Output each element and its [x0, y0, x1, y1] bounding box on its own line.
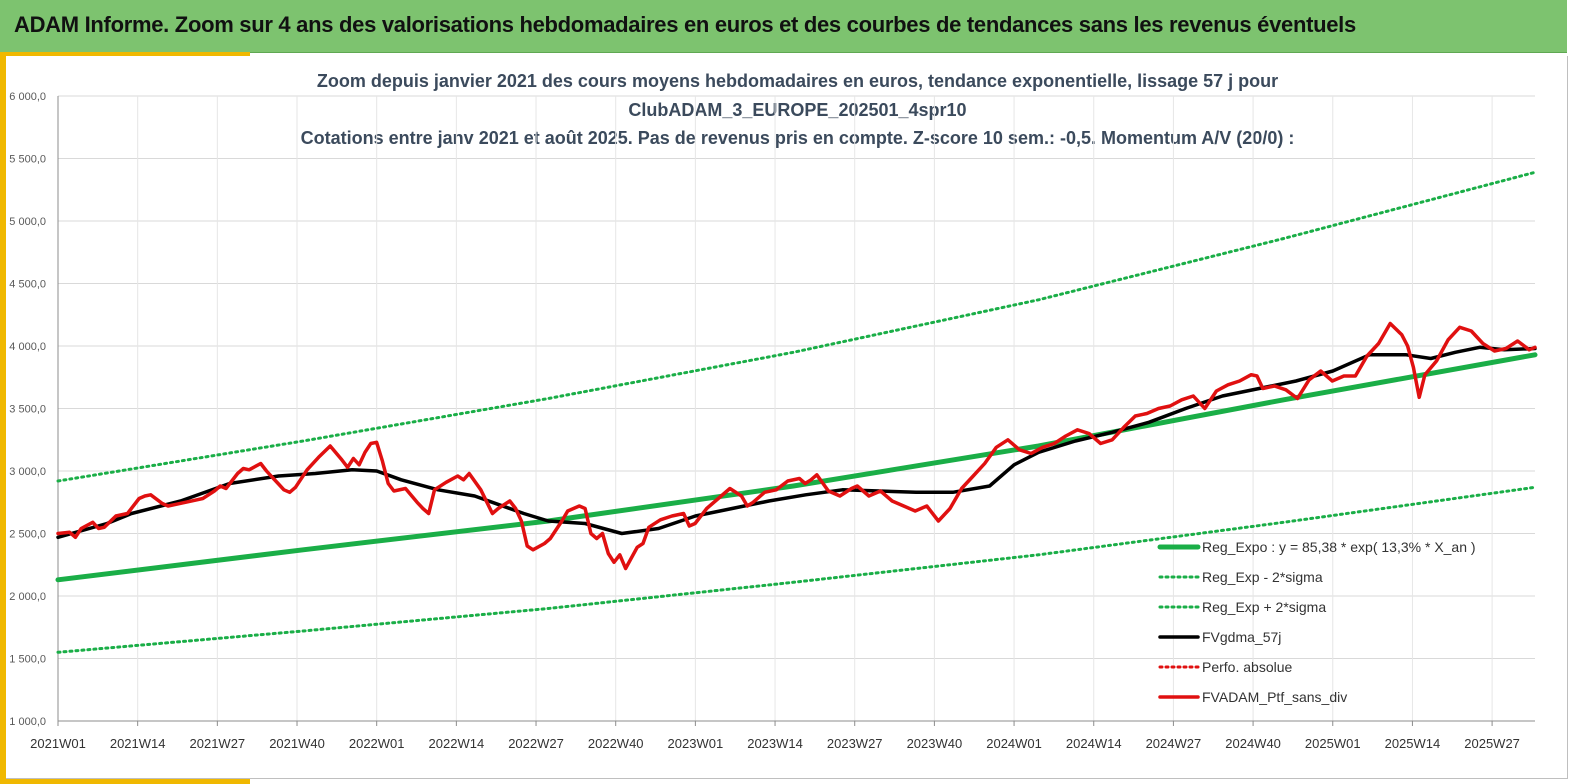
y-tick-label: 3 000,0 — [9, 466, 46, 478]
x-tick-label: 2024W40 — [1225, 736, 1281, 751]
y-tick-label: 5 500,0 — [9, 154, 46, 166]
x-tick-label: 2022W40 — [588, 736, 644, 751]
x-tick-label: 2023W14 — [747, 736, 803, 751]
legend-label: FVADAM_Ptf_sans_div — [1202, 689, 1347, 705]
chart-title-line-1: Zoom depuis janvier 2021 des cours moyen… — [316, 71, 1279, 91]
x-axis-ticks: 2021W01 2021W14 2021W27 2021W40 2022W01 2022W… — [30, 736, 1520, 751]
accent-bar-left — [0, 52, 6, 784]
series-line-ptf-5 — [56, 321, 1537, 571]
legend-label: FVgdma_57j — [1202, 629, 1281, 645]
y-tick-label: 1 500,0 — [9, 654, 46, 666]
legend-label: Perfo. absolue — [1202, 659, 1292, 675]
legend-label: Reg_Exp + 2*sigma — [1202, 599, 1326, 615]
x-tick-label: 2024W14 — [1066, 736, 1122, 751]
x-tick-label: 2024W27 — [1146, 736, 1202, 751]
header-banner: ADAM Informe. Zoom sur 4 ans des valoris… — [0, 0, 1567, 53]
x-tick-label: 2021W14 — [110, 736, 166, 751]
chart-frame — [6, 56, 1568, 779]
x-tick-label: 2023W01 — [668, 736, 724, 751]
x-tick-label: 2025W27 — [1464, 736, 1520, 751]
chart-legend: Reg_Expo : y = 85,38 * exp( 13,3% * X_an… — [1157, 539, 1476, 705]
y-tick-label: 2 500,0 — [9, 529, 46, 541]
y-tick-label: 6 000,0 — [9, 91, 46, 103]
chart-grid — [57, 95, 1535, 726]
series-line-reg_expo-0 — [55, 352, 1538, 583]
y-tick-label: 2 000,0 — [9, 591, 46, 603]
y-tick-label: 3 500,0 — [9, 404, 46, 416]
x-tick-label: 2021W27 — [190, 736, 246, 751]
x-tick-label: 2025W01 — [1305, 736, 1361, 751]
chart-series — [55, 170, 1538, 654]
legend-label: Reg_Expo : y = 85,38 * exp( 13,3% * X_an… — [1202, 539, 1476, 555]
x-tick-label: 2022W01 — [349, 736, 405, 751]
accent-bar-bottom — [0, 778, 250, 784]
x-tick-label: 2022W14 — [429, 736, 485, 751]
x-tick-label: 2021W40 — [269, 736, 325, 751]
x-tick-label: 2023W27 — [827, 736, 883, 751]
x-tick-label: 2022W27 — [508, 736, 564, 751]
page-title: ADAM Informe. Zoom sur 4 ans des valoris… — [14, 12, 1356, 37]
y-tick-label: 4 000,0 — [9, 341, 46, 353]
y-axis-ticks: 1 000,0 1 500,0 2 000,0 2 500,0 3 000,0 3 500… — [9, 91, 46, 728]
x-tick-label: 2025W14 — [1385, 736, 1441, 751]
series-line-reg_expo-2 — [56, 170, 1537, 483]
y-tick-label: 5 000,0 — [9, 216, 46, 228]
series-line-reg_expo-1 — [56, 485, 1537, 654]
legend-label: Reg_Exp - 2*sigma — [1202, 569, 1323, 585]
y-tick-label: 1 000,0 — [9, 716, 46, 728]
accent-bar-top — [0, 52, 250, 56]
chart-title-line-2: ClubADAM_3_EUROPE_202501_4spr10 — [628, 100, 967, 120]
series-line-fvgdma-3 — [56, 345, 1537, 540]
y-tick-label: 4 500,0 — [9, 279, 46, 291]
x-tick-label: 2023W40 — [907, 736, 963, 751]
chart-title-line-3: Cotations entre janv 2021 et août 2025. … — [300, 128, 1295, 148]
x-tick-label: 2021W01 — [30, 736, 86, 751]
x-tick-label: 2024W01 — [986, 736, 1042, 751]
